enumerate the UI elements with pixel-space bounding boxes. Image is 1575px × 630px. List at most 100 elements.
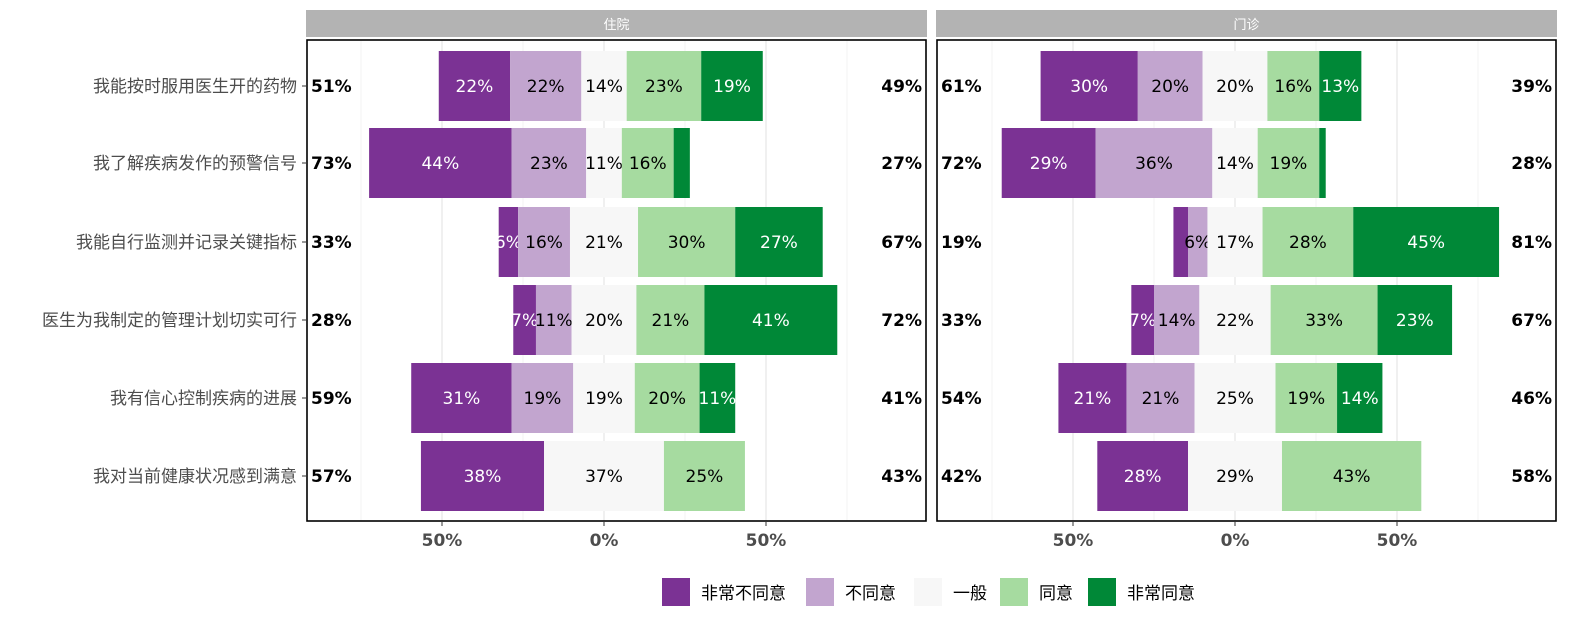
right-total-label: 49% <box>881 77 922 97</box>
bar-value-label: 33% <box>1305 311 1343 331</box>
bar-segment <box>1267 51 1320 121</box>
x-tick-label: 0% <box>590 531 619 551</box>
bar-value-label: 11% <box>535 311 573 331</box>
left-total-label: 28% <box>311 311 352 331</box>
left-total-label: 33% <box>941 311 982 331</box>
bar-segment <box>1319 51 1362 121</box>
bar-segment <box>1337 363 1383 433</box>
right-total-label: 67% <box>1511 311 1552 331</box>
bar-segment <box>1058 363 1127 433</box>
right-total-label: 27% <box>881 154 922 174</box>
bar-value-label: 21% <box>1074 389 1112 409</box>
x-tick-label: 0% <box>1221 531 1250 551</box>
bar-value-label: 19% <box>524 389 562 409</box>
facet-title: 住院 <box>603 18 629 33</box>
bar-value-label: 16% <box>525 233 563 253</box>
legend-swatch <box>1088 578 1116 606</box>
bar-value-label: 29% <box>1030 154 1068 174</box>
right-total-label: 58% <box>1511 467 1552 487</box>
bar-value-label: 19% <box>1287 389 1325 409</box>
bar-value-label: 19% <box>585 389 623 409</box>
bar-segment <box>1257 128 1320 198</box>
bar-value-label: 23% <box>645 77 683 97</box>
bar-segment <box>573 363 635 433</box>
bar-value-label: 22% <box>527 77 565 97</box>
legend-label: 非常不同意 <box>701 584 786 604</box>
bar-value-label: 43% <box>1333 467 1371 487</box>
bar-segment <box>1207 207 1263 277</box>
bar-segment <box>511 363 574 433</box>
bar-segment <box>1202 51 1268 121</box>
bar-segment <box>420 441 545 511</box>
bar-segment <box>663 441 745 511</box>
left-total-label: 61% <box>941 77 982 97</box>
bar-value-label: 11% <box>585 154 623 174</box>
bar-segment <box>1095 128 1213 198</box>
bar-value-label: 21% <box>1142 389 1180 409</box>
bar-segment <box>1377 285 1453 355</box>
bar-segment <box>699 363 736 433</box>
legend-label: 同意 <box>1039 584 1073 604</box>
bar-value-label: 22% <box>1216 311 1254 331</box>
bar-segment <box>369 128 512 198</box>
bar-segment <box>636 285 705 355</box>
bar-segment <box>411 363 512 433</box>
x-tick-label: 50% <box>1377 531 1418 551</box>
bar-value-label: 36% <box>1135 154 1173 174</box>
bar-segment <box>704 285 838 355</box>
bar-segment <box>634 363 700 433</box>
facet-strip <box>936 10 1557 37</box>
legend-label: 不同意 <box>845 584 896 604</box>
right-total-label: 28% <box>1511 154 1552 174</box>
bar-value-label: 28% <box>1289 233 1327 253</box>
bar-value-label: 25% <box>1216 389 1254 409</box>
left-total-label: 72% <box>941 154 982 174</box>
bar-segment <box>1188 441 1282 511</box>
bar-segment <box>1262 207 1354 277</box>
bar-value-label: 13% <box>1321 77 1359 97</box>
bar-segment <box>1270 285 1378 355</box>
bar-value-label: 41% <box>752 311 790 331</box>
right-total-label: 72% <box>881 311 922 331</box>
bar-value-label: 17% <box>1216 233 1254 253</box>
right-total-label: 43% <box>881 467 922 487</box>
bar-value-label: 44% <box>421 154 459 174</box>
bar-segment <box>511 128 587 198</box>
bar-segment <box>1137 51 1203 121</box>
bar-segment <box>518 207 570 277</box>
bar-segment <box>1275 363 1338 433</box>
category-label: 我有信心控制疾病的进展 <box>110 389 297 409</box>
bar-value-label: 23% <box>530 154 568 174</box>
left-total-label: 54% <box>941 389 982 409</box>
bar-segment <box>1040 51 1138 121</box>
panel-border <box>936 39 1557 522</box>
bar-segment <box>581 51 627 121</box>
bar-segment <box>735 207 823 277</box>
x-tick-label: 50% <box>422 531 463 551</box>
left-total-label: 51% <box>311 77 352 97</box>
bar-value-label: 14% <box>585 77 623 97</box>
bar-segment <box>1188 207 1208 277</box>
x-tick-label: 50% <box>1053 531 1094 551</box>
bar-value-label: 19% <box>1270 154 1308 174</box>
bar-value-label: 25% <box>686 467 724 487</box>
bar-segment <box>544 441 664 511</box>
bar-segment <box>626 51 702 121</box>
bar-segment <box>638 207 736 277</box>
bar-value-label: 7% <box>511 311 538 331</box>
category-label: 我对当前健康状况感到满意 <box>93 467 297 487</box>
bar-segment <box>1319 128 1326 198</box>
bar-segment <box>571 285 637 355</box>
bar-value-label: 37% <box>585 467 623 487</box>
bar-segment <box>1353 207 1500 277</box>
right-total-label: 46% <box>1511 389 1552 409</box>
bar-value-label: 16% <box>629 154 667 174</box>
bar-segment <box>1173 207 1189 277</box>
bar-value-label: 30% <box>1070 77 1108 97</box>
bar-value-label: 14% <box>1158 311 1196 331</box>
facet-strip <box>306 10 927 37</box>
bar-value-label: 6% <box>495 233 522 253</box>
left-total-label: 19% <box>941 233 982 253</box>
bar-segment <box>1281 441 1422 511</box>
bar-value-label: 16% <box>1274 77 1312 97</box>
